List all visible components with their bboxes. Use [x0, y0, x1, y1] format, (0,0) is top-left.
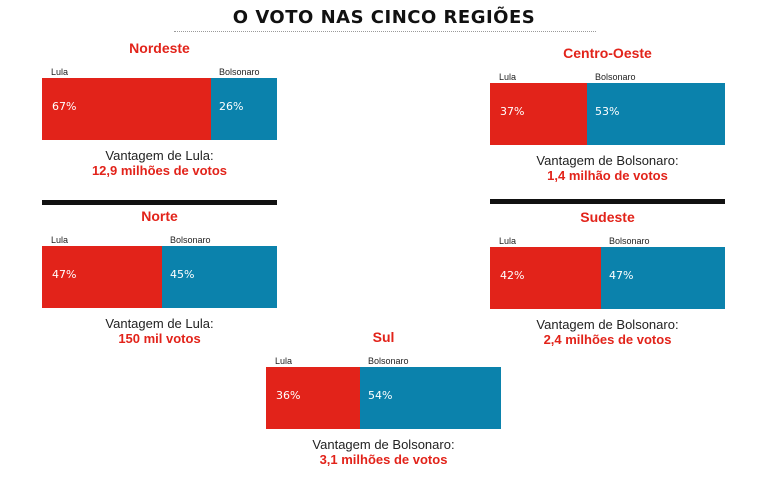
region-norte: Norte Lula Bolsonaro 47% 45% Vantagem de…: [42, 208, 277, 368]
stacked-bar: 42% 47%: [490, 247, 725, 309]
advantage-label: Vantagem de Bolsonaro:: [536, 153, 679, 168]
stacked-bar: 36% 54%: [266, 367, 501, 429]
lula-label: Lula: [499, 236, 517, 246]
advantage-value: 150 mil votos: [118, 331, 201, 346]
region-name: Sul: [372, 329, 395, 345]
stacked-bar: 47% 45%: [42, 246, 277, 308]
lula-percent: 42%: [500, 269, 525, 282]
region-centro-oeste: Centro-Oeste Lula Bolsonaro 37% 53% Vant…: [490, 45, 725, 205]
bolsonaro-bar: [162, 246, 277, 308]
region-nordeste: Nordeste Lula Bolsonaro 67% 26% Vantagem…: [42, 40, 277, 200]
advantage-label: Vantagem de Lula:: [105, 316, 214, 331]
region-name: Norte: [141, 208, 178, 224]
advantage-label: Vantagem de Lula:: [105, 148, 214, 163]
lula-percent: 37%: [500, 105, 525, 118]
region-name: Nordeste: [129, 40, 190, 56]
chart-title: O VOTO NAS CINCO REGIÕES: [232, 7, 536, 28]
bolsonaro-percent: 26%: [219, 100, 244, 113]
bolsonaro-label: Bolsonaro: [368, 356, 409, 366]
bolsonaro-label: Bolsonaro: [595, 72, 636, 82]
bolsonaro-percent: 45%: [170, 268, 195, 281]
stacked-bar: 67% 26%: [42, 78, 277, 140]
bolsonaro-bar: [587, 83, 725, 145]
bolsonaro-bar: [601, 247, 725, 309]
advantage-value: 12,9 milhões de votos: [91, 163, 228, 178]
region-sul: Sul Lula Bolsonaro 36% 54% Vantagem de B…: [266, 329, 501, 489]
advantage-label: Vantagem de Bolsonaro:: [536, 317, 679, 332]
bolsonaro-label: Bolsonaro: [170, 235, 211, 245]
lula-bar: [42, 78, 211, 140]
bolsonaro-percent: 54%: [368, 389, 393, 402]
advantage-value: 3,1 milhões de votos: [319, 452, 448, 467]
lula-percent: 67%: [52, 100, 77, 113]
section-divider: [490, 199, 725, 204]
region-name: Centro-Oeste: [563, 45, 652, 61]
lula-percent: 36%: [276, 389, 301, 402]
lula-label: Lula: [499, 72, 517, 82]
bolsonaro-percent: 53%: [595, 105, 620, 118]
lula-label: Lula: [51, 235, 69, 245]
bolsonaro-percent: 47%: [609, 269, 634, 282]
lula-label: Lula: [275, 356, 293, 366]
bolsonaro-bar: [211, 78, 277, 140]
advantage-label: Vantagem de Bolsonaro:: [312, 437, 455, 452]
bolsonaro-bar: [360, 367, 501, 429]
region-name: Sudeste: [580, 209, 635, 225]
advantage-value: 1,4 milhão de votos: [547, 168, 668, 183]
advantage-value: 2,4 milhões de votos: [543, 332, 672, 347]
lula-label: Lula: [51, 67, 69, 77]
lula-percent: 47%: [52, 268, 77, 281]
lula-bar: [266, 367, 360, 429]
stacked-bar: 37% 53%: [490, 83, 725, 145]
lula-bar: [42, 246, 162, 308]
lula-bar: [490, 83, 587, 145]
bolsonaro-label: Bolsonaro: [609, 236, 650, 246]
region-sudeste: Sudeste Lula Bolsonaro 42% 47% Vantagem …: [490, 209, 725, 369]
title-divider: [174, 31, 596, 32]
bolsonaro-label: Bolsonaro: [219, 67, 260, 77]
lula-bar: [490, 247, 601, 309]
section-divider: [42, 200, 277, 205]
